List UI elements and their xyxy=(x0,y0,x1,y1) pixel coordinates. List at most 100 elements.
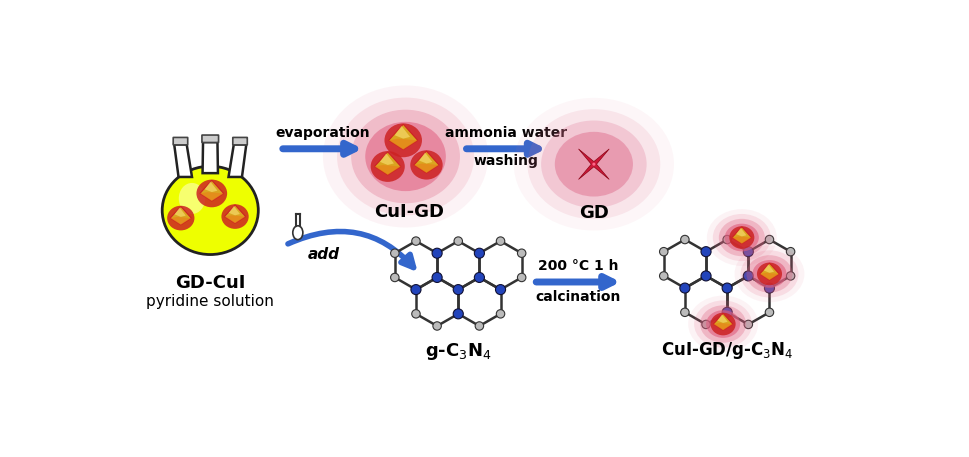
Ellipse shape xyxy=(746,255,793,292)
Circle shape xyxy=(432,272,442,282)
Circle shape xyxy=(592,163,595,166)
Circle shape xyxy=(475,322,484,330)
Polygon shape xyxy=(225,205,245,223)
Polygon shape xyxy=(394,126,410,138)
Circle shape xyxy=(744,320,753,329)
Polygon shape xyxy=(760,273,779,280)
Circle shape xyxy=(701,247,711,257)
Ellipse shape xyxy=(365,122,446,191)
Ellipse shape xyxy=(706,209,777,266)
Polygon shape xyxy=(174,144,192,177)
Polygon shape xyxy=(760,263,779,280)
Polygon shape xyxy=(380,154,394,165)
Polygon shape xyxy=(733,227,752,244)
Ellipse shape xyxy=(371,151,405,182)
Polygon shape xyxy=(717,314,728,323)
Polygon shape xyxy=(171,207,191,225)
Ellipse shape xyxy=(410,150,443,180)
Circle shape xyxy=(743,271,753,281)
Circle shape xyxy=(517,249,526,257)
Circle shape xyxy=(766,308,773,317)
Polygon shape xyxy=(764,264,774,273)
Ellipse shape xyxy=(178,183,205,214)
Polygon shape xyxy=(203,142,218,173)
Polygon shape xyxy=(200,192,224,201)
Ellipse shape xyxy=(514,98,674,230)
Ellipse shape xyxy=(725,223,759,251)
Circle shape xyxy=(680,283,690,293)
Polygon shape xyxy=(200,180,224,201)
FancyBboxPatch shape xyxy=(173,138,188,145)
Circle shape xyxy=(680,308,689,317)
Polygon shape xyxy=(225,215,245,223)
Circle shape xyxy=(787,248,795,256)
Polygon shape xyxy=(578,149,610,180)
Polygon shape xyxy=(389,138,418,149)
Polygon shape xyxy=(389,124,418,149)
Circle shape xyxy=(702,320,710,329)
Text: CuI-GD: CuI-GD xyxy=(374,203,445,221)
Polygon shape xyxy=(414,151,439,173)
FancyArrowPatch shape xyxy=(283,143,355,154)
Ellipse shape xyxy=(757,263,782,285)
Circle shape xyxy=(743,247,753,257)
Ellipse shape xyxy=(753,260,787,288)
FancyBboxPatch shape xyxy=(202,135,219,143)
Ellipse shape xyxy=(730,226,754,249)
Ellipse shape xyxy=(688,296,758,352)
Circle shape xyxy=(454,237,462,245)
Ellipse shape xyxy=(337,98,474,215)
Ellipse shape xyxy=(700,305,746,343)
Circle shape xyxy=(660,272,668,280)
Ellipse shape xyxy=(385,123,422,157)
Circle shape xyxy=(765,283,774,293)
Circle shape xyxy=(722,283,733,293)
Text: add: add xyxy=(308,247,340,262)
Ellipse shape xyxy=(713,214,770,261)
Circle shape xyxy=(391,249,399,257)
Circle shape xyxy=(766,235,773,244)
Ellipse shape xyxy=(740,250,798,298)
Circle shape xyxy=(391,273,399,282)
Polygon shape xyxy=(375,165,401,175)
Circle shape xyxy=(680,235,689,244)
Text: evaporation: evaporation xyxy=(275,126,370,139)
Ellipse shape xyxy=(706,310,740,338)
Circle shape xyxy=(496,310,505,318)
Circle shape xyxy=(517,273,526,282)
FancyArrowPatch shape xyxy=(536,276,612,287)
Circle shape xyxy=(787,272,795,280)
Polygon shape xyxy=(229,144,246,177)
Ellipse shape xyxy=(323,85,488,228)
Ellipse shape xyxy=(293,226,303,239)
Circle shape xyxy=(453,285,463,295)
Circle shape xyxy=(475,272,484,282)
Text: pyridine solution: pyridine solution xyxy=(146,293,274,308)
Circle shape xyxy=(723,235,732,244)
Circle shape xyxy=(701,271,711,281)
Ellipse shape xyxy=(719,219,765,256)
Text: washing: washing xyxy=(474,154,539,168)
Ellipse shape xyxy=(221,204,249,229)
Polygon shape xyxy=(736,228,746,236)
Text: ammonia water: ammonia water xyxy=(445,126,568,139)
FancyArrowPatch shape xyxy=(466,143,539,154)
Ellipse shape xyxy=(197,180,227,207)
Polygon shape xyxy=(171,217,191,225)
Polygon shape xyxy=(713,314,733,330)
Text: GD: GD xyxy=(578,204,609,222)
Ellipse shape xyxy=(694,300,752,348)
Circle shape xyxy=(660,248,668,256)
Text: 200 °C 1 h: 200 °C 1 h xyxy=(538,259,618,273)
Circle shape xyxy=(412,310,421,318)
Ellipse shape xyxy=(555,132,633,197)
Ellipse shape xyxy=(351,110,460,203)
Text: g-C$_3$N$_4$: g-C$_3$N$_4$ xyxy=(424,341,491,362)
Polygon shape xyxy=(375,152,401,175)
Ellipse shape xyxy=(162,166,259,255)
Ellipse shape xyxy=(710,313,735,335)
Text: calcination: calcination xyxy=(536,290,621,304)
Circle shape xyxy=(411,285,421,295)
Circle shape xyxy=(412,237,421,245)
Ellipse shape xyxy=(168,206,195,230)
